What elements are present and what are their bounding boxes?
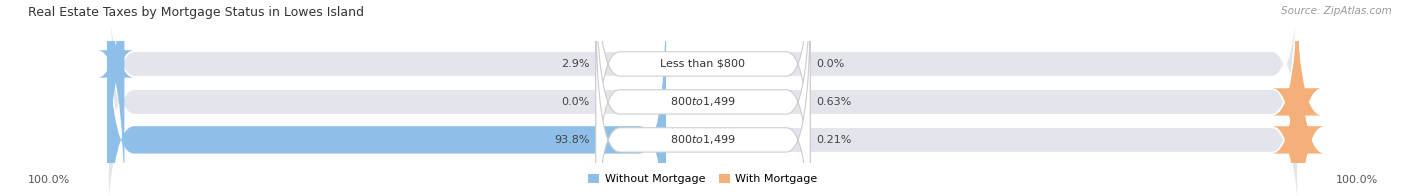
FancyBboxPatch shape	[107, 0, 1299, 196]
Text: 100.0%: 100.0%	[28, 175, 70, 185]
FancyBboxPatch shape	[596, 0, 810, 196]
Text: $800 to $1,499: $800 to $1,499	[671, 133, 735, 146]
Text: Less than $800: Less than $800	[661, 59, 745, 69]
FancyBboxPatch shape	[596, 0, 810, 196]
FancyBboxPatch shape	[1272, 0, 1324, 196]
FancyBboxPatch shape	[596, 0, 810, 196]
Text: 0.63%: 0.63%	[817, 97, 852, 107]
Text: 2.9%: 2.9%	[561, 59, 589, 69]
Text: Real Estate Taxes by Mortgage Status in Lowes Island: Real Estate Taxes by Mortgage Status in …	[28, 6, 364, 19]
FancyBboxPatch shape	[107, 0, 666, 196]
Text: Source: ZipAtlas.com: Source: ZipAtlas.com	[1281, 6, 1392, 16]
FancyBboxPatch shape	[1272, 0, 1322, 196]
Text: 0.0%: 0.0%	[561, 97, 589, 107]
Text: 100.0%: 100.0%	[1336, 175, 1378, 185]
Text: 93.8%: 93.8%	[554, 135, 589, 145]
Text: 0.0%: 0.0%	[817, 59, 845, 69]
Legend: Without Mortgage, With Mortgage: Without Mortgage, With Mortgage	[583, 169, 823, 189]
FancyBboxPatch shape	[97, 0, 134, 196]
Text: 0.21%: 0.21%	[817, 135, 852, 145]
Text: $800 to $1,499: $800 to $1,499	[671, 95, 735, 108]
FancyBboxPatch shape	[107, 0, 1299, 196]
FancyBboxPatch shape	[107, 0, 1299, 196]
